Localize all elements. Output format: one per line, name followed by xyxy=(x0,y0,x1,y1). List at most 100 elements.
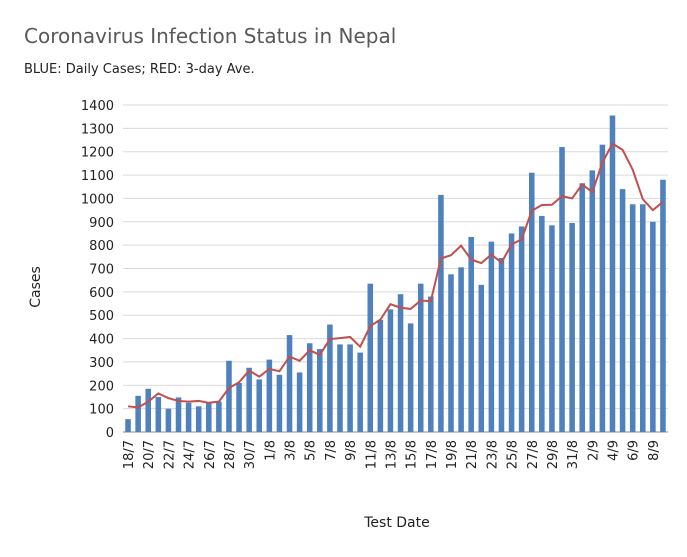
bar-21/8 xyxy=(468,236,474,432)
x-tick-label: 27/8 xyxy=(526,440,541,469)
bar-28/8 xyxy=(539,215,545,432)
bar-1/9 xyxy=(579,183,585,432)
bar-30/7 xyxy=(246,367,252,432)
y-tick-label: 200 xyxy=(89,379,114,394)
x-tick-label: 3/8 xyxy=(284,440,299,461)
bar-2/9 xyxy=(589,170,596,432)
bar-27/8 xyxy=(528,172,535,432)
bar-31/8 xyxy=(569,222,575,432)
x-tick-label: 23/8 xyxy=(485,440,500,469)
bar-5/8 xyxy=(306,343,313,432)
bar-14/8 xyxy=(397,294,404,432)
bar-30/8 xyxy=(559,147,565,433)
bar-5/9 xyxy=(619,189,626,432)
bar-18/7 xyxy=(125,419,131,432)
x-tick-label: 19/8 xyxy=(445,440,460,469)
bar-29/8 xyxy=(549,225,555,432)
x-tick-label: 22/7 xyxy=(162,440,177,469)
bar-22/7 xyxy=(165,408,172,432)
bar-7/9 xyxy=(639,204,646,432)
bar-10/8 xyxy=(357,352,363,432)
x-tick-label: 30/7 xyxy=(243,440,258,469)
y-tick-label: 900 xyxy=(89,216,114,231)
bar-28/7 xyxy=(226,360,232,432)
bar-9/9 xyxy=(660,179,666,432)
y-tick-label: 500 xyxy=(89,309,114,324)
chart-subtitle: BLUE: Daily Cases; RED: 3-day Ave. xyxy=(24,62,255,77)
bar-series-daily-cases xyxy=(125,115,666,433)
x-tick-label: 21/8 xyxy=(465,440,480,469)
bar-13/8 xyxy=(387,309,394,432)
x-tick-label: 18/7 xyxy=(122,440,137,469)
bar-2/8 xyxy=(276,374,283,432)
x-tick-label: 11/8 xyxy=(364,440,379,469)
bar-3/8 xyxy=(286,335,293,432)
bar-4/8 xyxy=(296,372,303,432)
bar-17/8 xyxy=(428,296,434,432)
y-tick-label: 400 xyxy=(89,333,114,348)
bar-9/8 xyxy=(347,344,353,432)
bar-12/8 xyxy=(377,319,384,432)
y-tick-label: 1200 xyxy=(81,146,114,161)
x-tick-label: 26/7 xyxy=(203,440,218,469)
y-tick-label: 1100 xyxy=(81,169,114,184)
x-tick-label: 31/8 xyxy=(566,440,581,469)
y-tick-label: 700 xyxy=(89,263,114,278)
gridlines xyxy=(123,104,668,433)
bar-19/8 xyxy=(448,274,454,432)
y-tick-label: 600 xyxy=(89,286,114,301)
bar-24/8 xyxy=(498,257,505,432)
x-tick-label: 29/8 xyxy=(546,440,561,469)
x-tick-label: 24/7 xyxy=(183,440,198,469)
bar-26/7 xyxy=(206,402,212,432)
x-tick-label: 7/8 xyxy=(324,440,339,461)
bar-15/8 xyxy=(407,323,414,432)
bar-27/7 xyxy=(216,401,222,432)
bar-25/7 xyxy=(195,406,202,432)
bar-16/8 xyxy=(417,283,424,432)
x-tick-label: 5/8 xyxy=(304,440,319,461)
bar-31/7 xyxy=(256,379,263,432)
y-axis-label: Cases xyxy=(28,266,44,308)
bar-1/8 xyxy=(266,359,273,432)
bar-20/8 xyxy=(458,267,464,432)
x-tick-labels: 18/7 20/7 22/7 24/7 26/7 28/7 30/7 1/8 3/8 5/8 7/8… xyxy=(122,440,662,469)
x-tick-label: 17/8 xyxy=(425,440,440,469)
bar-8/8 xyxy=(337,344,343,432)
x-tick-label: 15/8 xyxy=(405,440,420,469)
y-tick-labels: 0 100 200 300 400 500 600 700 800 900 1000 1100 1200… xyxy=(81,99,114,441)
bar-19/7 xyxy=(135,395,141,432)
bar-20/7 xyxy=(145,388,152,432)
bar-23/7 xyxy=(175,397,182,432)
x-tick-label: 8/9 xyxy=(647,440,662,461)
bar-6/8 xyxy=(317,349,323,432)
x-tick-label: 6/9 xyxy=(627,440,642,461)
bar-22/8 xyxy=(478,284,485,432)
bar-25/8 xyxy=(508,233,515,432)
y-tick-label: 0 xyxy=(106,426,114,441)
y-tick-label: 1300 xyxy=(81,122,114,137)
bar-11/8 xyxy=(367,283,374,432)
bar-7/8 xyxy=(327,324,333,432)
bar-23/8 xyxy=(488,241,495,432)
x-tick-label: 2/9 xyxy=(586,440,601,461)
x-tick-label: 4/9 xyxy=(606,440,621,461)
x-tick-label: 20/7 xyxy=(142,440,157,469)
bar-26/8 xyxy=(518,226,525,432)
x-tick-label: 28/7 xyxy=(223,440,238,469)
bar-6/9 xyxy=(629,204,636,432)
y-tick-label: 100 xyxy=(89,403,114,418)
y-tick-label: 1400 xyxy=(81,99,114,114)
x-tick-label: 25/8 xyxy=(506,440,521,469)
y-tick-label: 300 xyxy=(89,356,114,371)
bar-24/7 xyxy=(185,402,192,432)
x-tick-label: 1/8 xyxy=(263,440,278,461)
y-tick-label: 1000 xyxy=(81,192,114,207)
x-tick-label: 9/8 xyxy=(344,440,359,461)
x-axis-label: Test Date xyxy=(363,515,429,531)
chart-title: Coronavirus Infection Status in Nepal xyxy=(24,24,397,48)
bar-18/8 xyxy=(438,194,444,432)
bar-3/9 xyxy=(599,144,606,432)
bar-21/7 xyxy=(155,396,162,432)
